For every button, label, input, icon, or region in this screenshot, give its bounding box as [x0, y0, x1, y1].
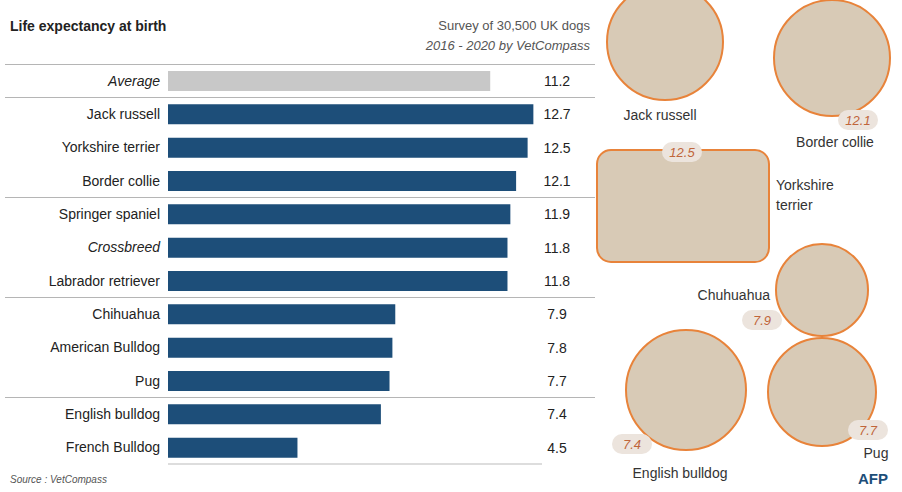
svg-text:Border collie: Border collie	[82, 173, 160, 189]
svg-text:11.8: 11.8	[544, 273, 570, 289]
svg-text:Jack russell: Jack russell	[623, 107, 696, 123]
html-text:2016 - 2020 by VetCompass: 2016 - 2020 by VetCompass	[425, 38, 590, 53]
svg-text:Average: Average	[107, 73, 160, 89]
svg-text:12.5: 12.5	[669, 145, 695, 160]
svg-text:7.7: 7.7	[859, 423, 878, 438]
svg-text:Labrador retriever: Labrador retriever	[49, 273, 161, 289]
svg-text:American Bulldog: American Bulldog	[50, 339, 160, 355]
svg-text:English bulldog: English bulldog	[633, 465, 728, 481]
html-text:Survey of 30,500 UK dogs: Survey of 30,500 UK dogs	[438, 18, 590, 33]
svg-text:French Bulldog: French Bulldog	[66, 439, 160, 455]
svg-text:Yorkshire terrier: Yorkshire terrier	[62, 139, 161, 155]
svg-text:Pug: Pug	[864, 445, 889, 461]
svg-text:Pug: Pug	[135, 373, 160, 389]
svg-text:12.1: 12.1	[845, 113, 870, 128]
svg-text:Chihuahua: Chihuahua	[92, 306, 160, 322]
svg-text:12.1: 12.1	[543, 173, 570, 189]
svg-text:7.8: 7.8	[547, 340, 567, 356]
svg-text:Yorkshireterrier: Yorkshireterrier	[776, 177, 834, 213]
svg-text:7.9: 7.9	[547, 306, 567, 322]
svg-text:7.4: 7.4	[623, 437, 641, 452]
html-text:Source : VetCompass: Source : VetCompass	[10, 474, 107, 485]
svg-text:Crossbreed: Crossbreed	[88, 239, 162, 255]
svg-text:7.9: 7.9	[753, 313, 771, 328]
svg-text:Springer spaniel: Springer spaniel	[59, 206, 160, 222]
svg-text:4.5: 4.5	[547, 440, 567, 456]
svg-text:12.7: 12.7	[543, 106, 570, 122]
svg-text:11.8: 11.8	[544, 240, 570, 256]
svg-text:12.5: 12.5	[543, 140, 570, 156]
svg-text:Chuhuahua: Chuhuahua	[698, 287, 771, 303]
svg-text:7.7: 7.7	[547, 373, 567, 389]
svg-text:Border collie: Border collie	[796, 134, 874, 150]
svg-text:11.2: 11.2	[544, 73, 570, 89]
svg-text:Jack russell: Jack russell	[87, 106, 160, 122]
html-text:Life expectancy at birth: Life expectancy at birth	[10, 18, 167, 34]
svg-text:11.9: 11.9	[544, 206, 570, 222]
svg-text:7.4: 7.4	[547, 406, 567, 422]
html-text:AFP: AFP	[858, 470, 888, 487]
svg-text:English bulldog: English bulldog	[65, 406, 160, 422]
